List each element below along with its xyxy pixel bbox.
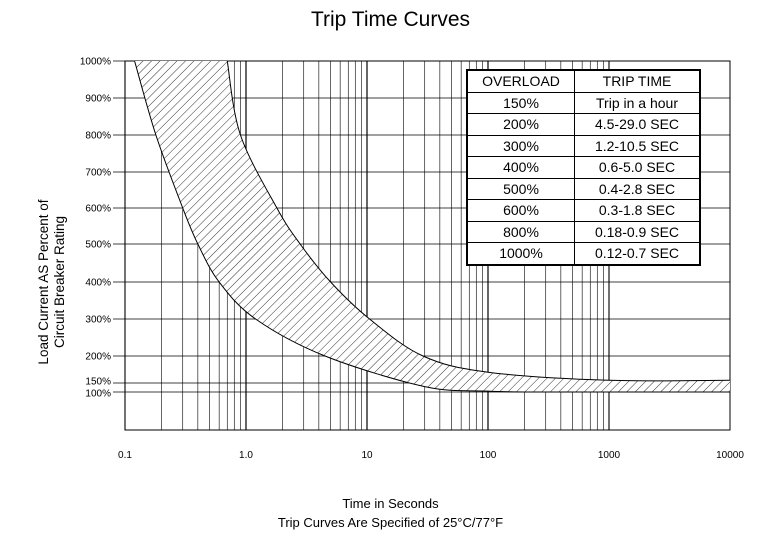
trip-band <box>134 61 730 393</box>
y-axis-label-line-1: Load Current AS Percent of <box>36 199 51 365</box>
table-row: 200% 4.5-29.0 SEC <box>466 113 701 136</box>
trip-time-table: OVERLOAD TRIP TIME 150% Trip in a hour 200… <box>466 69 701 266</box>
table-row: 1000% 0.12-0.7 SEC <box>466 242 701 265</box>
overload-cell: 400% <box>466 156 575 179</box>
overload-cell: 1000% <box>466 242 575 265</box>
table-header-row: OVERLOAD TRIP TIME <box>466 69 701 93</box>
trip-time-cell: 0.18-0.9 SEC <box>574 220 701 243</box>
trip-time-cell: Trip in a hour <box>574 91 701 114</box>
chart-title: Trip Time Curves <box>310 8 471 31</box>
x-axis-note: Trip Curves Are Specified of 25°C/77°F <box>277 515 504 530</box>
x-tick-label: 0.1 <box>118 450 132 461</box>
plot-frame <box>124 60 731 431</box>
overload-cell: 600% <box>466 199 575 222</box>
table-row: 300% 1.2-10.5 SEC <box>466 134 701 157</box>
y-tick-labels: 100%150% 200% 300% 400% 500% 600% 700% 800% 900%… <box>80 57 111 400</box>
x-tick-label: 1000 <box>598 450 621 461</box>
trip-time-cell: 0.3-1.8 SEC <box>574 199 701 222</box>
table-row: 600% 0.3-1.8 SEC <box>466 199 701 222</box>
table-row: 500% 0.4-2.8 SEC <box>466 177 701 200</box>
y-tick-label: 100% <box>85 389 111 400</box>
trip-time-header: TRIP TIME <box>574 69 701 93</box>
x-tick-labels: 0.1 1.0 10 100 1000 10000 <box>118 450 744 461</box>
lower-bound-curve <box>134 61 730 393</box>
y-tick-label: 500% <box>85 240 111 251</box>
table-row: 800% 0.18-0.9 SEC <box>466 220 701 243</box>
y-tick-label: 150% <box>85 377 111 388</box>
y-tick-label: 700% <box>85 168 111 179</box>
x-tick-label: 1.0 <box>239 450 253 461</box>
trip-time-cell: 0.12-0.7 SEC <box>574 242 701 265</box>
trip-time-cell: 4.5-29.0 SEC <box>574 113 701 136</box>
table-row: 400% 0.6-5.0 SEC <box>466 156 701 179</box>
overload-cell: 150% <box>466 91 575 114</box>
overload-cell: 800% <box>466 220 575 243</box>
y-axis-label-line-2: Circuit Breaker Rating <box>52 215 67 349</box>
x-tick-label: 10 <box>361 450 373 461</box>
upper-bound-curve <box>226 61 730 382</box>
y-tick-label: 200% <box>85 352 111 363</box>
trip-time-cell: 0.6-5.0 SEC <box>574 156 701 179</box>
overload-cell: 300% <box>466 134 575 157</box>
y-tick-label: 400% <box>85 278 111 289</box>
overload-cell: 200% <box>466 113 575 136</box>
trip-band-fill <box>134 61 730 393</box>
overload-header: OVERLOAD <box>466 69 575 93</box>
y-tick-label: 300% <box>85 315 111 326</box>
x-tick-label: 100 <box>480 450 497 461</box>
table-row: 150% Trip in a hour <box>466 91 701 114</box>
x-tick-label: 10000 <box>716 450 744 461</box>
trip-time-cell: 1.2-10.5 SEC <box>574 134 701 157</box>
y-tick-label: 800% <box>85 131 111 142</box>
y-tick-label: 600% <box>85 204 111 215</box>
y-tick-label: 1000% <box>80 57 111 68</box>
trip-time-cell: 0.4-2.8 SEC <box>574 177 701 200</box>
y-axis-label: Load Current AS Percent of Circuit Break… <box>36 112 68 452</box>
x-axis-label: Time in Seconds <box>342 496 439 511</box>
y-tick-label: 900% <box>85 94 111 105</box>
overload-cell: 500% <box>466 177 575 200</box>
